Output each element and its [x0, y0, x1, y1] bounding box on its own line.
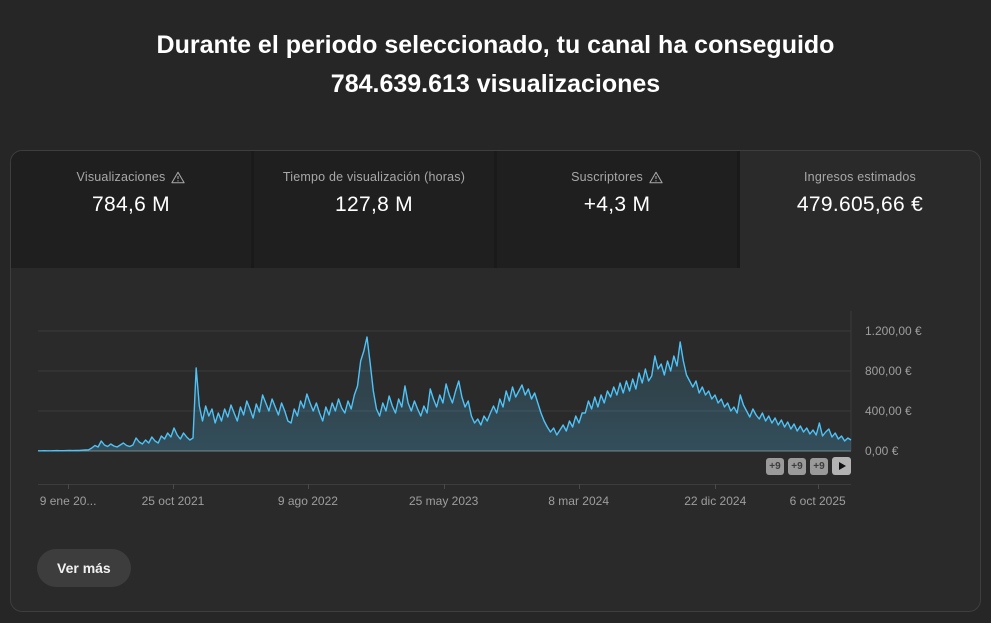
card-label-row: Ingresos estimados	[740, 170, 980, 184]
card-label-row: Suscriptores	[497, 170, 737, 184]
x-axis-tick	[578, 484, 580, 489]
metric-label: Tiempo de visualización (horas)	[282, 170, 466, 184]
page-title: Durante el periodo seleccionado, tu cana…	[0, 22, 991, 100]
chart-canvas[interactable]	[38, 311, 852, 453]
warning-icon[interactable]	[171, 171, 186, 184]
metric-card-suscriptores[interactable]: Suscriptores +4,3 M	[497, 151, 740, 268]
page-title-line-2: 784.639.613 visualizaciones	[330, 70, 661, 98]
metric-card-ingresos-estimados[interactable]: Ingresos estimados 479.605,66 €	[740, 151, 980, 268]
x-axis-tick	[715, 484, 717, 489]
x-axis-tick	[307, 484, 309, 489]
metric-value: 127,8 M	[335, 193, 413, 216]
warning-icon[interactable]	[649, 171, 663, 184]
x-axis-label: 8 mar 2024	[548, 494, 609, 508]
metric-label: Ingresos estimados	[804, 170, 916, 184]
chart-overlay-badges: +9 +9 +9	[766, 457, 851, 475]
x-axis-label: 25 may 2023	[408, 494, 479, 508]
metric-cards-row: Visualizaciones 784,6 M Tiempo de visual…	[11, 151, 980, 268]
metric-card-tiempo-visualizacion[interactable]: Tiempo de visualización (horas) 127,8 M	[254, 151, 497, 268]
metric-value: 479.605,66 €	[796, 193, 924, 216]
revenue-chart[interactable]	[38, 311, 852, 453]
x-axis-tick	[443, 484, 445, 489]
metric-card-visualizaciones[interactable]: Visualizaciones 784,6 M	[11, 151, 254, 268]
x-axis-label: 6 oct 2025	[789, 494, 846, 508]
x-axis-tick	[817, 484, 819, 489]
card-label-row: Tiempo de visualización (horas)	[254, 170, 494, 184]
play-button[interactable]	[832, 457, 851, 475]
analytics-panel: Visualizaciones 784,6 M Tiempo de visual…	[10, 150, 981, 612]
card-label-row: Visualizaciones	[11, 170, 251, 184]
ver-mas-button[interactable]: Ver más	[37, 549, 131, 587]
overflow-badge[interactable]: +9	[810, 457, 828, 475]
metric-label: Visualizaciones	[76, 170, 166, 184]
page-title-line-1: Durante el periodo seleccionado, tu cana…	[156, 31, 835, 59]
play-icon	[839, 462, 846, 470]
y-axis-label: 1.200,00 €	[865, 324, 922, 338]
metric-label: Suscriptores	[571, 170, 643, 184]
series-line	[38, 336, 852, 452]
y-axis-label: 400,00 €	[865, 404, 912, 418]
overflow-badge[interactable]: +9	[788, 457, 806, 475]
x-axis-tick	[172, 484, 174, 489]
x-axis-label: 22 dic 2024	[684, 494, 747, 508]
x-axis-label: 9 ago 2022	[277, 494, 338, 508]
metric-value: 784,6 M	[92, 193, 170, 216]
x-axis-label: 25 oct 2021	[141, 494, 205, 508]
x-axis-tick	[68, 484, 70, 489]
x-axis-label: 9 ene 20...	[39, 494, 97, 508]
overflow-badge[interactable]: +9	[766, 457, 784, 475]
y-axis-label: 0,00 €	[865, 444, 899, 458]
y-axis-label: 800,00 €	[865, 364, 912, 378]
metric-value: +4,3 M	[583, 193, 651, 216]
